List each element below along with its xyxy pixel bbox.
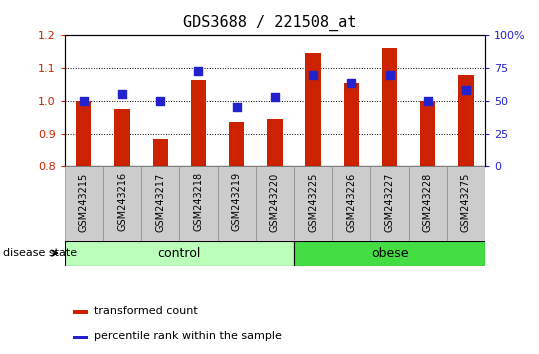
Bar (382, 48, 397, 354)
Bar (256, 166, 294, 241)
Point (309, 72, 317, 78)
Point (271, 94, 279, 100)
Text: GSM243219: GSM243219 (232, 172, 241, 232)
Bar (267, 119, 282, 354)
Bar (73, 310, 88, 314)
Bar (103, 166, 141, 241)
Point (347, 80, 356, 85)
Bar (65, 166, 103, 241)
Bar (294, 166, 332, 241)
Text: obese: obese (371, 247, 409, 259)
Point (385, 72, 394, 78)
Bar (306, 53, 321, 354)
Bar (114, 109, 130, 354)
Bar (447, 166, 485, 241)
Text: GSM243220: GSM243220 (270, 172, 280, 232)
Text: GSM243225: GSM243225 (308, 172, 318, 232)
Text: GSM243226: GSM243226 (347, 172, 356, 232)
Bar (332, 166, 370, 241)
Text: GSM243275: GSM243275 (461, 172, 471, 232)
Bar (294, 241, 485, 266)
Bar (179, 166, 218, 241)
Bar (73, 336, 88, 339)
Point (118, 92, 126, 97)
Bar (229, 122, 244, 354)
Bar (420, 101, 436, 354)
Bar (76, 101, 92, 354)
Point (424, 98, 432, 104)
Text: transformed count: transformed count (94, 306, 198, 316)
Text: GSM243216: GSM243216 (117, 172, 127, 232)
Bar (153, 138, 168, 354)
Bar (141, 166, 179, 241)
Text: GDS3688 / 221508_at: GDS3688 / 221508_at (183, 15, 356, 31)
Text: disease state: disease state (3, 248, 77, 258)
Text: GSM243218: GSM243218 (194, 172, 203, 232)
Bar (370, 166, 409, 241)
Text: control: control (157, 247, 201, 259)
Text: percentile rank within the sample: percentile rank within the sample (94, 331, 282, 342)
Text: GSM243217: GSM243217 (155, 172, 165, 232)
Point (79, 98, 88, 104)
Text: GSM243228: GSM243228 (423, 172, 433, 232)
Text: GSM243227: GSM243227 (384, 172, 395, 232)
Bar (65, 241, 294, 266)
Point (462, 87, 471, 93)
Point (194, 68, 203, 74)
Bar (344, 83, 359, 354)
Point (156, 98, 164, 104)
Bar (458, 75, 474, 354)
Text: GSM243215: GSM243215 (79, 172, 89, 232)
Point (232, 104, 241, 110)
Bar (218, 166, 256, 241)
Bar (191, 80, 206, 354)
Bar (409, 166, 447, 241)
